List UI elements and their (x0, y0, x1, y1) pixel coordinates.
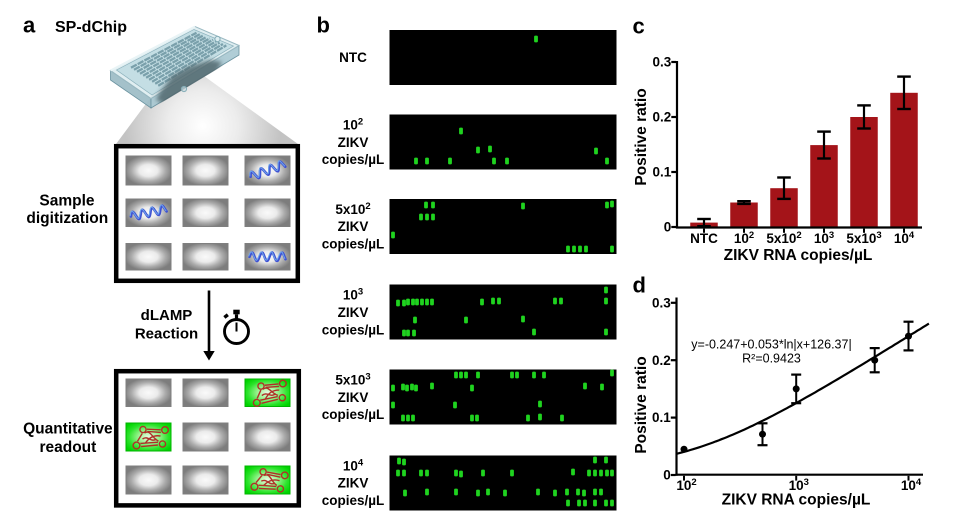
svg-text:dLAMP: dLAMP (141, 307, 193, 324)
svg-text:Reaction: Reaction (135, 326, 198, 343)
svg-text:0.2: 0.2 (652, 353, 671, 368)
svg-text:Sample: Sample (39, 193, 95, 210)
svg-text:copies/µL: copies/µL (322, 237, 385, 252)
svg-text:0: 0 (664, 220, 672, 235)
svg-text:0.2: 0.2 (653, 110, 672, 125)
svg-text:ZIKV: ZIKV (338, 219, 369, 234)
svg-text:5x102: 5x102 (335, 201, 370, 217)
svg-text:copies/µL: copies/µL (322, 152, 385, 167)
svg-text:0.1: 0.1 (652, 410, 671, 425)
svg-text:0.3: 0.3 (653, 55, 672, 70)
svg-text:0.3: 0.3 (652, 295, 671, 310)
svg-text:ZIKV RNA copies/µL: ZIKV RNA copies/µL (724, 247, 873, 264)
svg-text:0: 0 (663, 468, 671, 483)
svg-text:c: c (633, 14, 645, 39)
svg-text:SP-dChip: SP-dChip (55, 19, 127, 36)
svg-text:b: b (317, 13, 330, 38)
svg-text:ZIKV: ZIKV (338, 476, 369, 491)
svg-text:a: a (23, 13, 36, 38)
svg-text:5x103: 5x103 (846, 230, 881, 246)
svg-text:NTC: NTC (690, 231, 718, 246)
svg-text:NTC: NTC (339, 50, 367, 65)
svg-text:y=-0.247+0.053*ln|x+126.37|: y=-0.247+0.053*ln|x+126.37| (691, 337, 851, 351)
svg-text:copies/µL: copies/µL (322, 407, 385, 422)
svg-text:ZIKV: ZIKV (338, 135, 369, 150)
svg-text:ZIKV RNA copies/µL: ZIKV RNA copies/µL (722, 491, 871, 508)
svg-text:5x103: 5x103 (335, 372, 370, 388)
svg-text:Quantitative: Quantitative (23, 421, 113, 438)
svg-text:copies/µL: copies/µL (322, 493, 385, 508)
svg-text:Positive ratio: Positive ratio (633, 356, 650, 453)
svg-text:ZIKV: ZIKV (338, 305, 369, 320)
svg-text:d: d (633, 273, 646, 298)
svg-text:readout: readout (39, 439, 96, 456)
svg-text:digitization: digitization (26, 210, 108, 227)
svg-text:R²=0.9423: R²=0.9423 (742, 352, 801, 366)
svg-text:copies/µL: copies/µL (322, 322, 385, 337)
svg-text:Positive ratio: Positive ratio (633, 88, 650, 185)
svg-text:ZIKV: ZIKV (338, 390, 369, 405)
svg-text:0.1: 0.1 (653, 165, 672, 180)
svg-text:5x102: 5x102 (766, 230, 801, 246)
